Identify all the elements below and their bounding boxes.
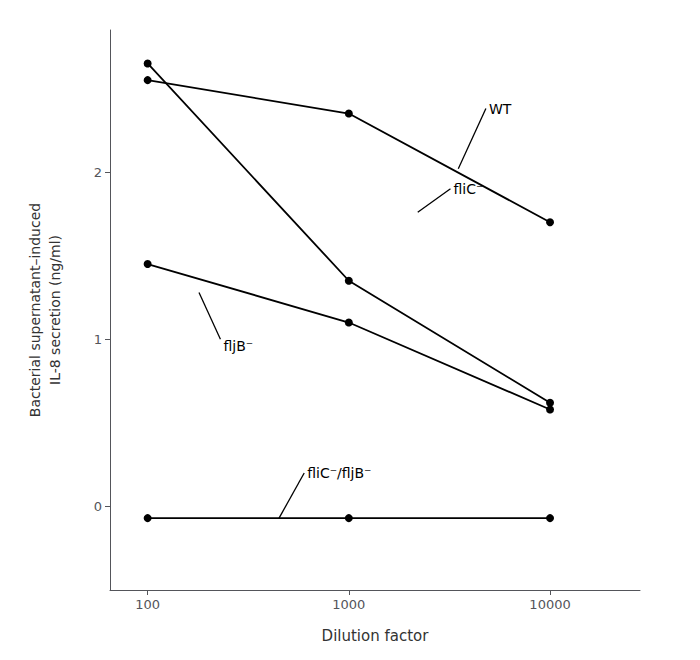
svg-text:100: 100 — [135, 597, 160, 612]
svg-text:fliC⁻: fliC⁻ — [453, 181, 483, 197]
svg-text:0: 0 — [94, 499, 102, 514]
svg-text:fliC⁻/fljB⁻: fliC⁻/fljB⁻ — [307, 465, 371, 481]
svg-text:Bacterial supernatant–induced: Bacterial supernatant–induced — [27, 203, 43, 417]
svg-text:10000: 10000 — [529, 597, 570, 612]
svg-text:WT: WT — [489, 101, 512, 117]
svg-text:2: 2 — [94, 165, 102, 180]
svg-text:1: 1 — [94, 332, 102, 347]
svg-text:1000: 1000 — [332, 597, 365, 612]
svg-text:IL-8 secretion (ng/ml): IL-8 secretion (ng/ml) — [47, 235, 63, 385]
svg-text:fljB⁻: fljB⁻ — [223, 338, 253, 354]
svg-text:Dilution factor: Dilution factor — [322, 627, 430, 645]
